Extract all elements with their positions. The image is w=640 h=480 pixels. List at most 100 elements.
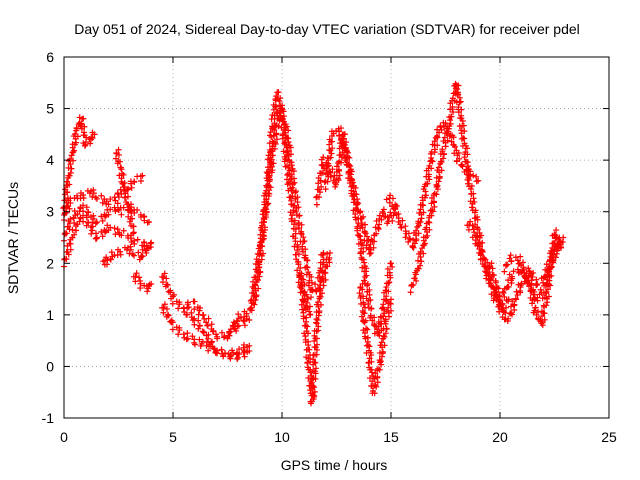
data-point — [164, 311, 171, 318]
data-point — [136, 274, 143, 281]
data-point — [437, 158, 444, 165]
data-point — [366, 355, 373, 362]
data-point — [107, 196, 114, 203]
data-point — [365, 360, 372, 367]
data-point — [320, 249, 327, 256]
data-point — [107, 206, 114, 213]
data-point — [137, 277, 144, 284]
data-point — [531, 307, 538, 314]
data-point — [441, 151, 448, 158]
data-point — [442, 143, 449, 150]
data-point — [286, 167, 293, 174]
data-point — [332, 183, 339, 190]
data-point — [307, 369, 314, 376]
data-point — [248, 304, 255, 311]
data-point — [297, 230, 304, 237]
data-point — [393, 202, 400, 209]
data-point — [311, 359, 318, 366]
data-point — [269, 124, 276, 131]
data-point — [262, 205, 269, 211]
data-point — [306, 308, 313, 315]
data-point — [398, 224, 405, 231]
data-point — [433, 181, 440, 188]
data-point — [379, 210, 386, 217]
data-point — [507, 303, 514, 310]
data-point — [148, 239, 155, 246]
data-point — [263, 192, 270, 199]
data-point — [191, 315, 198, 322]
data-point — [365, 297, 372, 304]
data-point — [63, 178, 70, 185]
data-point — [479, 248, 486, 255]
data-point — [362, 304, 369, 311]
data-point — [161, 301, 168, 308]
data-point — [428, 194, 435, 201]
data-point — [546, 277, 553, 284]
data-point — [302, 322, 309, 329]
data-point — [73, 139, 80, 146]
data-point — [386, 269, 393, 276]
data-point — [73, 127, 80, 134]
data-point — [505, 296, 512, 303]
data-point — [273, 122, 280, 129]
gridlines — [64, 57, 609, 418]
data-point — [241, 322, 248, 329]
data-point — [219, 350, 226, 357]
data-point — [93, 219, 100, 226]
data-point — [412, 271, 419, 278]
data-point — [436, 175, 443, 182]
data-point — [196, 322, 203, 329]
data-point — [458, 162, 465, 169]
data-point — [212, 349, 219, 356]
data-point — [282, 134, 289, 141]
x-tick-label: 0 — [60, 429, 68, 445]
data-point — [382, 330, 389, 337]
data-point — [517, 253, 524, 260]
data-point — [378, 353, 385, 360]
data-point — [338, 125, 345, 132]
data-point — [282, 121, 289, 128]
data-point — [297, 289, 304, 296]
data-point — [292, 195, 299, 202]
data-point — [261, 233, 268, 240]
data-point — [256, 264, 263, 271]
data-point — [374, 373, 381, 380]
data-point — [80, 218, 87, 225]
data-point — [359, 280, 366, 287]
data-point — [329, 145, 336, 152]
data-point — [397, 221, 404, 228]
data-point — [518, 280, 525, 287]
data-point — [417, 248, 424, 255]
data-point — [300, 238, 307, 245]
data-point — [500, 289, 507, 296]
data-point — [196, 336, 203, 343]
data-point — [308, 392, 315, 399]
data-point — [210, 327, 217, 334]
data-point — [286, 194, 293, 201]
data-point — [230, 349, 237, 356]
data-point — [386, 313, 393, 320]
data-point — [418, 215, 425, 222]
data-point — [370, 382, 377, 389]
data-point — [60, 205, 67, 212]
data-point — [249, 289, 256, 296]
y-tick-label: -1 — [42, 410, 55, 426]
data-point — [366, 291, 373, 298]
y-tick-label: 5 — [46, 101, 54, 117]
data-point — [508, 273, 515, 280]
data-point — [548, 272, 555, 279]
data-point — [479, 239, 486, 246]
data-point — [291, 217, 298, 224]
data-point — [357, 225, 364, 232]
data-point — [191, 306, 198, 313]
data-point — [468, 204, 475, 211]
data-point — [383, 196, 390, 203]
data-point — [169, 326, 176, 333]
data-point — [405, 230, 412, 237]
data-point — [314, 186, 321, 193]
data-point — [550, 257, 557, 264]
data-point — [390, 212, 397, 219]
data-point — [525, 265, 532, 272]
y-tick-label: 2 — [46, 255, 54, 271]
data-point — [258, 222, 265, 229]
